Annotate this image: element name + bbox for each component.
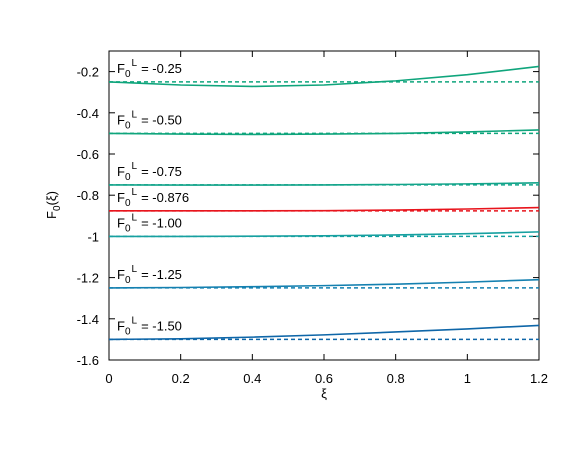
label-text: = -1.00 xyxy=(141,215,182,230)
label-base: F xyxy=(117,267,125,282)
label-text: = -0.50 xyxy=(141,112,182,127)
curve-label: F0L = -1.50 xyxy=(117,315,182,337)
label-text: = -0.876 xyxy=(141,190,189,205)
label-sub: 0 xyxy=(125,120,131,131)
x-tick-label: 1.2 xyxy=(530,371,548,386)
y-axis-label: F0(ξ) xyxy=(44,191,63,219)
curve-label: F0L = -0.25 xyxy=(117,58,182,80)
curve xyxy=(108,129,540,136)
y-tick-label: -0.6 xyxy=(77,147,99,162)
curve-label: F0L = -0.50 xyxy=(117,109,182,131)
x-tick-label: 0 xyxy=(105,371,112,386)
label-sup: L xyxy=(132,58,138,69)
curve-label: F0L = -0.75 xyxy=(117,161,182,183)
label-sup: L xyxy=(132,212,138,223)
label-sub: 0 xyxy=(125,198,131,209)
label-base: F xyxy=(117,61,125,76)
y-label-sub: 0 xyxy=(52,205,63,211)
curve xyxy=(108,324,540,341)
label-base: F xyxy=(117,215,125,230)
y-tick-label: -1.4 xyxy=(77,312,99,327)
y-tick-label: -1.6 xyxy=(77,353,99,368)
curve-label: F0L = -1.00 xyxy=(117,212,182,234)
x-tick-label: 0.8 xyxy=(387,371,405,386)
label-sup: L xyxy=(132,315,138,326)
label-sub: 0 xyxy=(125,223,131,234)
label-text: = -1.50 xyxy=(141,318,182,333)
curve-label: F0L = -1.25 xyxy=(117,264,182,286)
label-sub: 0 xyxy=(125,326,131,337)
y-label-base: F xyxy=(44,211,59,219)
label-sub: 0 xyxy=(125,172,131,183)
y-tick-label: -0.4 xyxy=(77,106,99,121)
x-axis-label: ξ xyxy=(321,386,327,401)
label-base: F xyxy=(117,112,125,127)
label-text: = -1.25 xyxy=(141,267,182,282)
label-sub: 0 xyxy=(125,69,131,80)
x-tick-label: 0.6 xyxy=(315,371,333,386)
label-text: = -0.25 xyxy=(141,61,182,76)
x-tick-label: 0.2 xyxy=(172,371,190,386)
y-tick-label: -0.2 xyxy=(77,65,99,80)
curve xyxy=(109,206,540,212)
curve xyxy=(108,182,540,186)
label-sup: L xyxy=(132,109,138,120)
y-tick-label: -0.8 xyxy=(77,188,99,203)
x-tick-label: 0.4 xyxy=(243,371,261,386)
curve xyxy=(108,278,540,289)
curve xyxy=(108,65,540,88)
label-sup: L xyxy=(132,187,138,198)
y-label-rest: (ξ) xyxy=(44,191,59,205)
plot-frame xyxy=(108,50,540,361)
label-base: F xyxy=(117,190,125,205)
y-tick-label: -1.2 xyxy=(77,271,99,286)
y-tick-label: -1 xyxy=(87,229,99,244)
label-sup: L xyxy=(132,264,138,275)
label-base: F xyxy=(117,318,125,333)
curve-label: F0L = -0.876 xyxy=(117,187,189,209)
label-sub: 0 xyxy=(125,275,131,286)
x-tick-label: 1 xyxy=(464,371,471,386)
curve xyxy=(109,231,540,238)
label-base: F xyxy=(117,164,125,179)
label-text: = -0.75 xyxy=(141,164,182,179)
label-sup: L xyxy=(132,161,138,172)
